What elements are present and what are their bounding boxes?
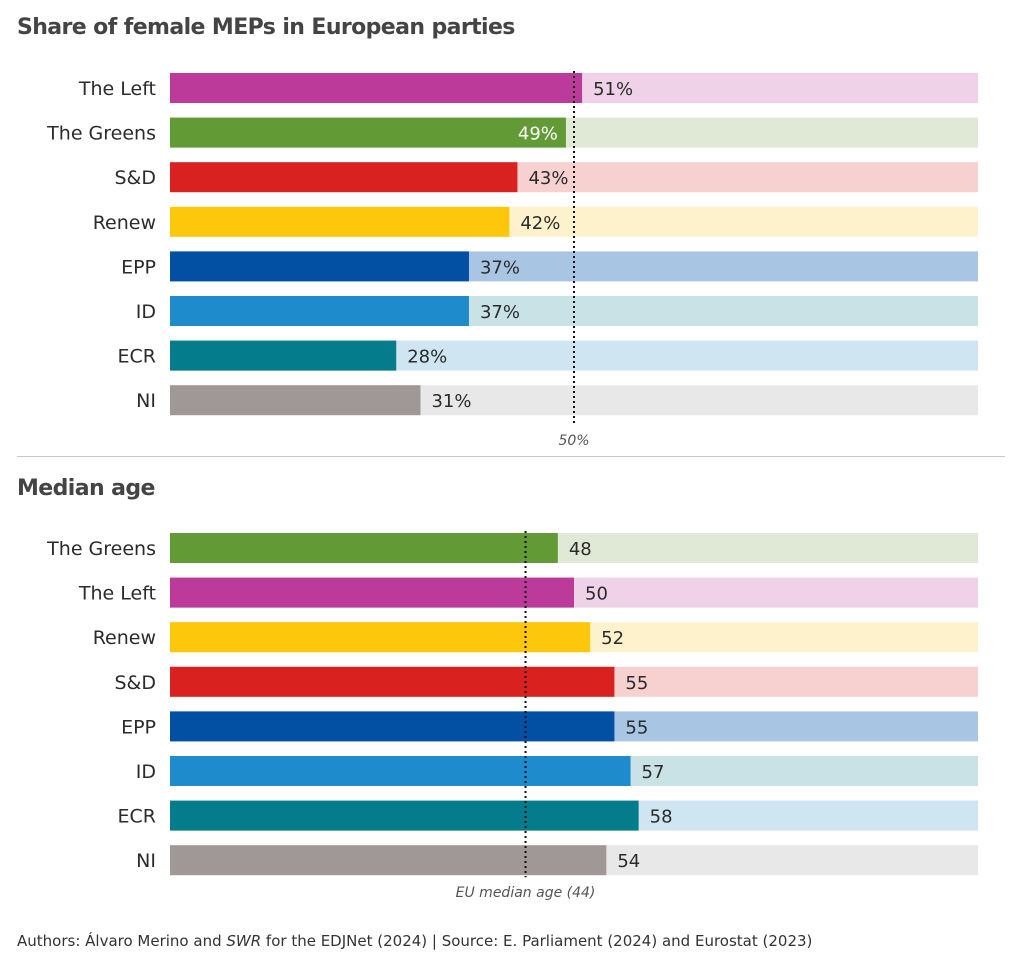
value-label-the-greens: 48	[569, 539, 592, 560]
category-label-renew: Renew	[93, 212, 156, 234]
value-label-ni: 54	[617, 851, 640, 872]
footer-authors-italic: SWR	[226, 932, 262, 950]
value-label-epp: 55	[625, 717, 648, 738]
bar-ni	[170, 385, 421, 416]
value-label-the-left: 51%	[593, 79, 633, 100]
value-label-renew: 52	[601, 628, 624, 649]
value-label-the-greens: 49%	[518, 124, 558, 145]
category-label-sandd: S&D	[114, 167, 156, 189]
value-label-ecr: 58	[650, 807, 673, 828]
chart-title-median-age: Median age	[17, 476, 155, 501]
footer-authors-suffix: for the EDJNet (2024) | Source: E. Parli…	[261, 932, 813, 950]
bar-the-greens	[170, 533, 558, 563]
median-age-bar-chart: The Greens 48 The Left 50 Renew 52 S&D 55 EPP 55 I…	[46, 531, 978, 901]
value-label-renew: 42%	[520, 213, 560, 234]
value-label-epp: 37%	[480, 257, 520, 278]
bar-ecr	[170, 800, 639, 831]
category-label-ecr: ECR	[118, 346, 156, 368]
value-label-id: 57	[642, 762, 665, 783]
bar-sandd	[170, 162, 518, 193]
category-label-the-left: The Left	[78, 583, 156, 605]
category-label-ni: NI	[136, 390, 156, 412]
bar-epp	[170, 251, 469, 282]
bar-ni	[170, 845, 607, 876]
value-label-ni: 31%	[431, 391, 471, 412]
category-label-ni: NI	[136, 850, 156, 872]
value-label-ecr: 28%	[407, 347, 447, 368]
bar-sandd	[170, 666, 615, 697]
value-label-id: 37%	[480, 302, 520, 323]
bar-epp	[170, 711, 615, 742]
category-label-the-greens: The Greens	[46, 123, 156, 145]
category-label-the-greens: The Greens	[46, 538, 156, 560]
footer-authors-prefix: Authors: Álvaro Merino and	[17, 932, 227, 950]
bar-the-left	[170, 73, 583, 103]
value-label-sandd: 43%	[528, 168, 568, 189]
bar-renew	[170, 622, 591, 653]
bar-ecr	[170, 340, 397, 371]
bar-id	[170, 296, 469, 326]
reference-line-label: EU median age (44)	[456, 885, 596, 901]
category-label-epp: EPP	[121, 716, 156, 738]
bar-id	[170, 756, 631, 786]
footer-credits: Authors: Álvaro Merino and SWR for the E…	[17, 932, 812, 950]
bar-the-greens	[170, 117, 566, 148]
bar-the-left	[170, 577, 574, 608]
section-divider	[17, 456, 1005, 457]
value-label-sandd: 55	[625, 673, 648, 694]
value-label-the-left: 50	[585, 584, 608, 605]
category-label-the-left: The Left	[78, 78, 156, 100]
chart-title-female-share: Share of female MEPs in European parties	[17, 15, 515, 40]
category-label-id: ID	[136, 301, 156, 323]
category-label-renew: Renew	[93, 627, 156, 649]
category-label-id: ID	[136, 761, 156, 783]
reference-line-label: 50%	[558, 433, 589, 447]
category-label-ecr: ECR	[118, 806, 156, 828]
female-share-bar-chart: The Left 51% The Greens 49% S&D 43% Renew 42% EP…	[46, 71, 978, 447]
category-label-epp: EPP	[121, 256, 156, 278]
bar-renew	[170, 206, 510, 237]
category-label-sandd: S&D	[114, 672, 156, 694]
